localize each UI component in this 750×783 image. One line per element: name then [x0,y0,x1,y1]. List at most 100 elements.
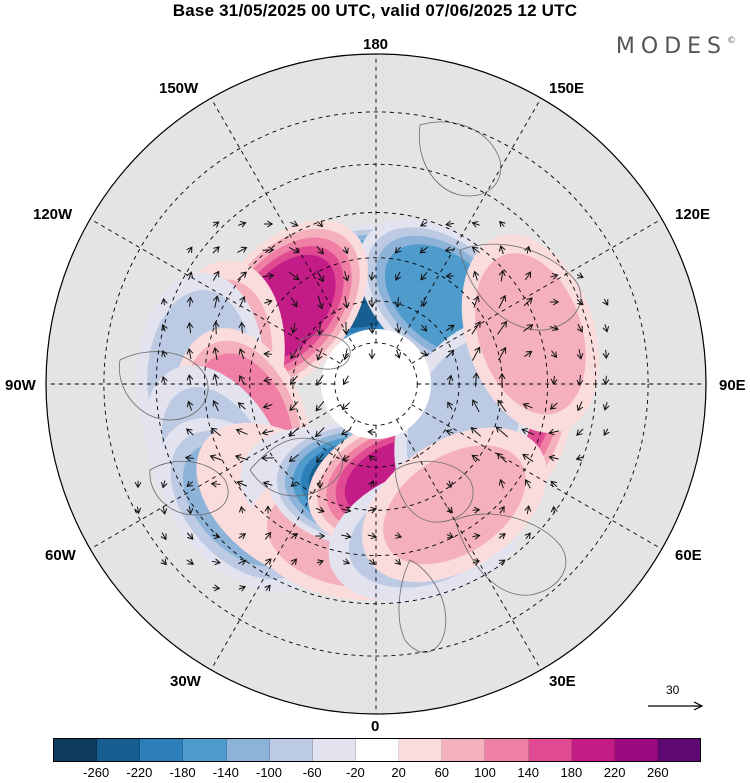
wind-arrow [394,271,402,282]
wind-arrow [498,559,506,566]
colorbar-tick-label: -60 [302,765,322,780]
wind-arrow [444,246,455,254]
wind-arrow [211,558,221,566]
lon-label-120w: 120W [33,206,73,223]
coastline [249,437,343,497]
colorbar-swatch [226,739,270,761]
wind-arrow [212,270,220,281]
colorbar-swatch [97,739,141,761]
wind-arrow [548,454,559,462]
wind-arrow [288,246,300,254]
wind-arrow [394,246,402,254]
wind-arrow [261,428,274,436]
wind-arrow [212,320,220,335]
wind-arrow [317,295,324,310]
wind-arrow [315,400,325,412]
wind-arrow [498,346,507,361]
wind-arrow [471,454,481,462]
wind-arrow [445,349,455,359]
wind-arrow [160,297,168,306]
wind-arrow [316,220,324,228]
colorbar-labels: -260 -220 -180 -140 -100 -60 -20 20 60 100 140 180 2… [53,765,701,783]
wind-arrow [238,533,247,540]
wind-arrow [368,297,376,308]
colorbar-tick-label: -220 [126,765,153,780]
wind-arrow [316,245,324,255]
copyright-mark: © [727,36,736,46]
wind-arrow [522,453,534,462]
wind-arrow [471,346,481,361]
wind-arrow [603,428,610,436]
wind-arrow [472,270,480,281]
wind-arrow [160,558,167,566]
wind-arrow [445,324,455,332]
wind-arrow [367,532,378,540]
colorbar-swatch [528,739,572,761]
wind-arrow [263,220,274,228]
modes-logo: MODES© [616,34,736,59]
wind-arrow [523,324,534,332]
colorbar-tick-label: -140 [212,765,239,780]
wind-arrow [446,480,453,489]
wind-arrow [394,558,402,566]
wind-arrow [288,454,299,462]
wind-arrow [576,428,584,436]
wind-arrow [264,584,271,592]
wind-arrow [445,220,455,228]
lon-label-180: 180 [363,36,389,53]
wind-arrow [341,454,350,461]
modes-logo-text: MODES [615,34,727,59]
wind-arrow [368,322,376,335]
colorbar-tick-label: -100 [255,765,283,780]
wind-arrow [161,375,168,384]
wind-arrow [212,346,220,361]
wind-arrow [472,559,481,566]
anomaly-field [135,218,599,603]
wind-arrow [471,246,480,254]
colorbar-swatch [614,739,658,761]
wind-arrow [602,375,610,386]
wind-arrow [212,373,220,386]
coastline [398,559,447,653]
wind-arrow [290,533,299,540]
wind-arrow [186,271,193,280]
anomaly-contour [383,445,526,565]
wind-arrow [290,349,298,360]
wind-arrow [315,532,326,540]
wind-arrow [236,480,247,487]
wind-arrow [498,372,506,387]
wind-arrow [420,350,429,357]
colorbar-swatch [312,739,356,761]
wind-arrow [495,426,509,438]
wind-arrow [550,505,558,514]
wind-arrow [602,298,609,306]
wind-arrow [548,428,560,436]
wind-arrow [575,454,584,461]
wind-arrow [160,532,167,541]
colorbar-tick-label: -20 [345,765,365,780]
wind-arrow [186,532,194,540]
colorbar-swatch [355,739,400,761]
lon-label-90e: 90E [719,377,746,394]
wind-arrow [394,297,402,308]
wind-arrow [290,558,298,566]
wind-arrow [185,428,194,436]
wind-arrow [160,480,168,489]
wind-arrow [602,401,610,411]
wind-arrow [368,349,376,360]
reference-vector-label: 30 [666,683,680,697]
wind-arrow [342,558,351,565]
wind-arrow [498,505,505,514]
wind-arrow [446,374,454,385]
wind-arrow [576,298,584,306]
wind-arrow [602,349,610,360]
meridian-line [396,419,542,671]
colorbar-tick-label: 260 [646,765,669,780]
wind-arrow [186,246,193,254]
colorbar-tick-label: 60 [434,765,450,780]
wind-arrow [238,505,246,514]
wind-arrow [576,374,584,387]
wind-arrow [264,298,273,306]
wind-arrow [394,532,403,539]
colorbar-swatch [140,739,184,761]
